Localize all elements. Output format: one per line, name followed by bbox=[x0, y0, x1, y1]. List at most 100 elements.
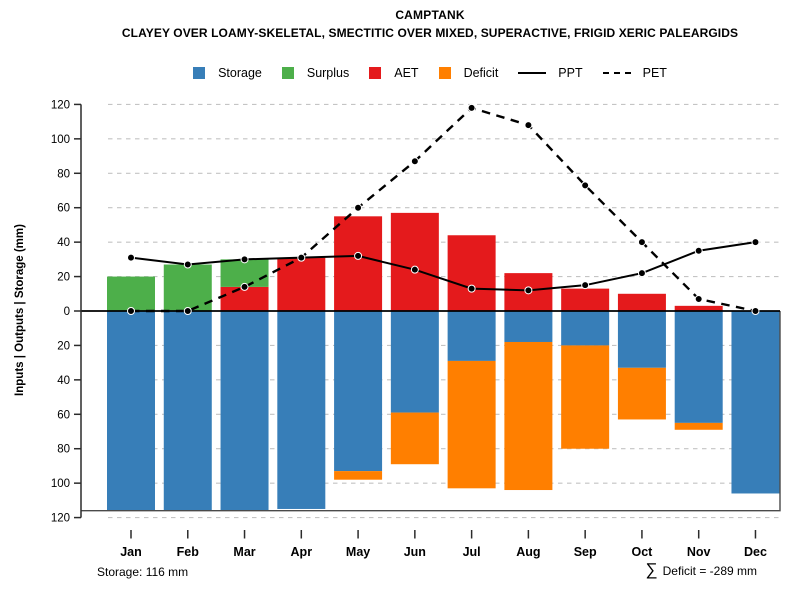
ppt-point-Feb bbox=[183, 260, 192, 269]
bar-storage-Apr bbox=[277, 311, 326, 509]
ppt-point-Oct bbox=[637, 269, 646, 278]
y-tick-label: 40 bbox=[57, 237, 70, 249]
bar-aet-Nov bbox=[674, 305, 723, 311]
pet-point-Jun bbox=[410, 157, 419, 166]
pet-point-Oct bbox=[637, 238, 646, 247]
bar-deficit-Jul bbox=[447, 360, 496, 489]
bar-surplus-Jan bbox=[107, 276, 155, 311]
y-tick-label: 120 bbox=[51, 99, 70, 111]
bar-storage-Dec bbox=[731, 311, 780, 494]
bar-surplus-Feb bbox=[163, 264, 212, 311]
surplus-swatch-icon bbox=[281, 67, 294, 79]
bar-deficit-Jun bbox=[390, 412, 439, 465]
ppt-point-Aug bbox=[524, 286, 533, 295]
y-tick-label: 20 bbox=[57, 272, 70, 284]
bar-deficit-Sep bbox=[561, 345, 610, 449]
legend-item-storage: Storage bbox=[193, 66, 262, 80]
ppt-point-Jan bbox=[127, 253, 135, 262]
bar-storage-Sep bbox=[561, 311, 610, 346]
bar-storage-Feb bbox=[163, 311, 212, 511]
bar-aet-Apr bbox=[277, 257, 326, 311]
legend-item-pet: PET bbox=[602, 66, 667, 80]
y-tick-label: 0 bbox=[64, 306, 70, 318]
deficit-swatch-icon bbox=[438, 67, 451, 79]
pet-point-May bbox=[354, 203, 363, 212]
x-label-Feb: Feb bbox=[177, 545, 200, 559]
bar-aet-May bbox=[334, 216, 383, 311]
bar-aet-Oct bbox=[617, 293, 666, 311]
x-label-Jul: Jul bbox=[463, 545, 481, 559]
ppt-line bbox=[130, 241, 756, 292]
ppt-point-Jun bbox=[410, 265, 419, 274]
solid-line-icon bbox=[518, 72, 547, 74]
legend-label: Surplus bbox=[306, 66, 350, 80]
ppt-point-Dec bbox=[751, 238, 760, 247]
x-label-Nov: Nov bbox=[687, 545, 711, 559]
pet-point-Dec bbox=[751, 307, 760, 315]
storage-capacity-line bbox=[81, 311, 781, 512]
storage-capacity-note: Storage: 116 mm bbox=[97, 565, 189, 579]
ppt-point-Mar bbox=[240, 255, 249, 264]
y-tick-label: 20 bbox=[57, 340, 70, 352]
legend-label: Storage bbox=[218, 66, 262, 80]
chart-title: CAMPTANK bbox=[395, 8, 465, 22]
ppt-point-Apr bbox=[297, 253, 306, 262]
bar-deficit-May bbox=[334, 471, 383, 480]
bar-storage-Jan bbox=[107, 311, 155, 511]
bar-storage-Nov bbox=[674, 311, 723, 423]
bar-aet-Jul bbox=[447, 235, 496, 311]
pet-point-Jan bbox=[127, 307, 135, 315]
pet-line bbox=[131, 106, 756, 313]
bar-deficit-Oct bbox=[617, 367, 666, 420]
legend-label: Deficit bbox=[463, 66, 499, 80]
ppt-point-Nov bbox=[694, 246, 703, 255]
aet-swatch-icon bbox=[369, 67, 382, 79]
legend-item-deficit: Deficit bbox=[438, 66, 499, 80]
pet-point-Nov bbox=[694, 294, 703, 303]
y-tick-label: 100 bbox=[51, 478, 70, 490]
chart-subtitle: CLAYEY OVER LOAMY-SKELETAL, SMECTITIC OV… bbox=[121, 26, 739, 40]
storage-swatch-icon bbox=[193, 67, 206, 79]
ppt-point-May bbox=[354, 251, 363, 260]
x-label-May: May bbox=[346, 545, 370, 559]
bar-aet-Sep bbox=[561, 288, 610, 311]
y-tick-label: 60 bbox=[57, 203, 70, 215]
y-tick-label: 120 bbox=[51, 513, 70, 525]
pet-point-Jul bbox=[467, 103, 476, 112]
bar-aet-Jun bbox=[390, 212, 439, 311]
x-label-Jun: Jun bbox=[404, 545, 426, 559]
bar-storage-Mar bbox=[220, 311, 269, 511]
bar-storage-Aug bbox=[504, 311, 553, 342]
legend-item-aet: AET bbox=[369, 66, 419, 80]
bar-storage-May bbox=[334, 311, 383, 472]
summation-icon: ∑ bbox=[645, 560, 658, 579]
bar-aet-Mar bbox=[220, 286, 269, 311]
x-label-Oct: Oct bbox=[632, 545, 654, 559]
y-tick-label: 80 bbox=[57, 168, 70, 180]
pet-point-Mar bbox=[240, 282, 249, 291]
deficit-sum-text: Deficit = -289 mm bbox=[662, 564, 757, 578]
pet-point-Aug bbox=[524, 121, 533, 130]
pet-point-Feb bbox=[183, 307, 192, 315]
deficit-sum-note: ∑ Deficit = -289 mm bbox=[645, 560, 757, 581]
y-tick-label: 80 bbox=[57, 444, 70, 456]
chart-legend: Storage Surplus AET Deficit PPT PET bbox=[60, 66, 800, 80]
legend-item-surplus: Surplus bbox=[281, 66, 350, 80]
x-label-Dec: Dec bbox=[744, 545, 767, 559]
y-tick-label: 40 bbox=[57, 375, 70, 387]
bar-storage-Jun bbox=[390, 311, 439, 413]
bar-storage-Jul bbox=[447, 311, 496, 361]
y-tick-label: 60 bbox=[57, 409, 70, 421]
legend-label: PET bbox=[642, 66, 667, 80]
ppt-point-Sep bbox=[581, 281, 590, 290]
dashed-line-icon bbox=[602, 72, 631, 74]
ppt-point-Jul bbox=[467, 284, 476, 293]
pet-point-Sep bbox=[581, 181, 590, 190]
bar-storage-Oct bbox=[617, 311, 666, 368]
legend-item-ppt: PPT bbox=[518, 66, 583, 80]
x-label-Aug: Aug bbox=[516, 545, 540, 559]
x-label-Apr: Apr bbox=[291, 545, 313, 559]
x-label-Jan: Jan bbox=[120, 545, 142, 559]
bar-surplus-Mar bbox=[220, 259, 269, 287]
